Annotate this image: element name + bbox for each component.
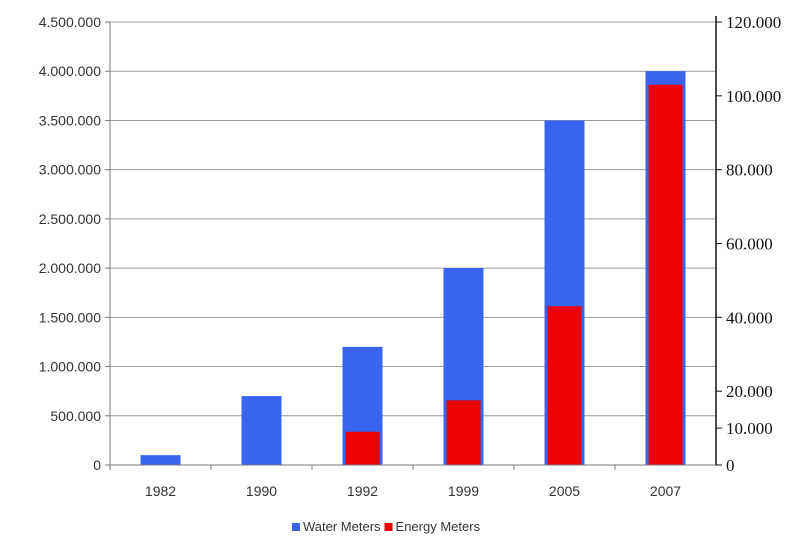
x-tick-label-1999: 1999 [448,483,479,499]
legend-swatch-energy-meters [384,523,393,531]
bar-energy-meters-2005 [547,306,582,465]
left-tick-label: 1.500.000 [39,309,101,325]
left-tick-label: 1.000.000 [39,359,101,375]
bar-energy-meters-1999 [446,400,481,465]
left-axis-ticks: 0 500.000 1.000.000 1.500.000 2.000.000 2.500… [39,14,110,473]
bar-energy-meters-1992 [345,431,380,465]
left-tick-label: 500.000 [50,408,101,424]
energy-meters-bars [345,84,683,465]
right-tick-label: 20.000 [726,382,773,401]
left-tick-label: 3.000.000 [39,162,101,178]
x-tick-label-2005: 2005 [549,483,580,499]
x-axis-ticks: 1982 1990 1992 1999 2005 2007 [109,465,681,499]
legend-swatch-water-meters [292,523,300,531]
x-tick-label-1990: 1990 [246,483,277,499]
right-tick-label: 120.000 [726,13,781,32]
left-tick-label: 3.500.000 [39,112,101,128]
left-tick-label: 2.000.000 [39,260,101,276]
bar-water-meters-1982 [140,455,181,465]
legend-label-energy-meters: Energy Meters [396,519,481,534]
left-tick-label: 4.500.000 [39,14,101,30]
left-tick-label: 4.000.000 [39,63,101,79]
right-tick-label: 60.000 [726,235,773,254]
right-axis-ticks: 0 10.000 20.000 40.000 60.000 80.000 100.000 12… [716,13,781,475]
gridlines [110,21,716,417]
bar-energy-meters-2007 [648,84,683,465]
right-tick-label: 80.000 [726,161,773,180]
right-tick-label: 0 [726,456,735,475]
bar-water-meters-1990 [241,396,282,465]
x-tick-label-1982: 1982 [145,483,176,499]
x-tick-label-1992: 1992 [347,483,378,499]
right-tick-label: 40.000 [726,308,773,327]
legend: Water Meters Energy Meters [292,519,481,534]
legend-label-water-meters: Water Meters [303,519,381,534]
right-tick-label: 10.000 [726,419,773,438]
axes [109,16,717,466]
left-tick-label: 2.500.000 [39,211,101,227]
right-tick-label: 100.000 [726,87,781,106]
left-tick-label: 0 [93,457,101,473]
x-tick-label-2007: 2007 [650,483,681,499]
